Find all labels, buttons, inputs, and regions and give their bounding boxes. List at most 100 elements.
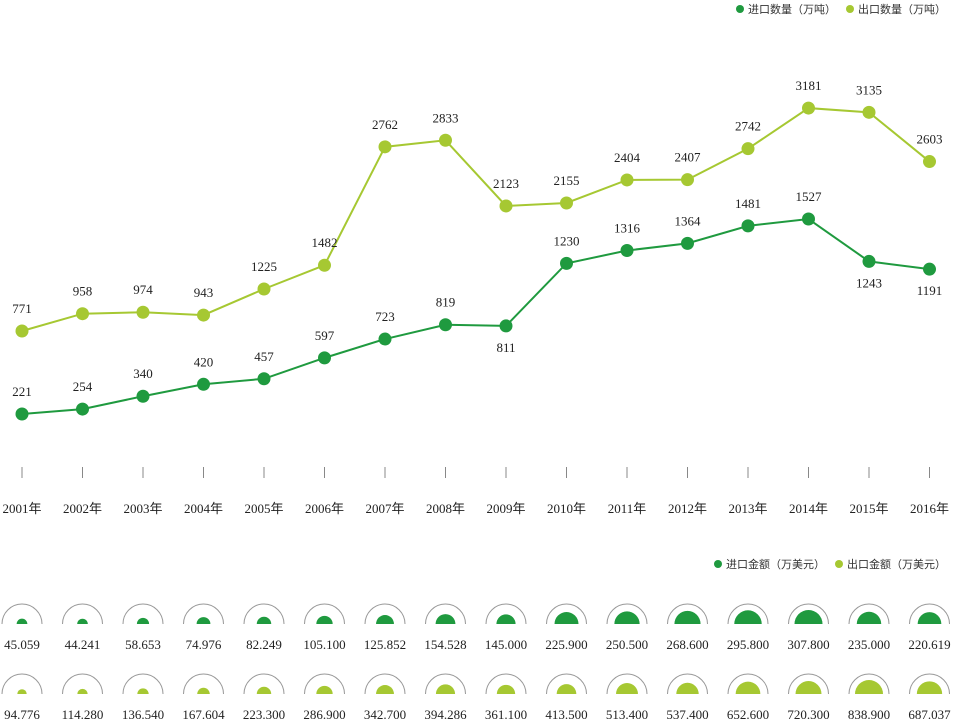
export-data-label: 958: [73, 284, 93, 299]
x-tick-label: 2007年: [365, 501, 404, 516]
export-value-semicircle: [855, 680, 883, 694]
export-value-semicircle: [197, 687, 210, 694]
export-point: [318, 258, 331, 272]
import-point: [197, 377, 210, 391]
x-tick-label: 2011年: [608, 501, 647, 516]
import-data-label: 811: [496, 340, 515, 355]
export-data-label: 2404: [614, 150, 641, 165]
export-data-label: 2407: [675, 150, 702, 165]
import-value-semicircle: [256, 616, 272, 624]
export-point: [15, 324, 29, 338]
export-point: [499, 199, 513, 213]
export-value-label: 223.300: [243, 707, 285, 720]
import-value-semicircle: [376, 615, 394, 624]
import-value-semicircle: [614, 611, 640, 624]
export-value-label: 720.300: [787, 707, 829, 720]
export-value-label: 838.900: [848, 707, 890, 720]
import-value-arc: [606, 603, 648, 625]
export-data-label: 2762: [372, 117, 398, 132]
export-value-arc: [304, 673, 345, 695]
export-value-semicircle: [616, 683, 638, 694]
import-value-semicircle: [196, 617, 211, 624]
import-value-arc: [243, 603, 285, 625]
export-value-arc: [183, 673, 224, 695]
import-point: [862, 254, 876, 268]
import-data-label: 1481: [735, 196, 761, 211]
export-point: [136, 305, 150, 319]
export-data-label: 1225: [251, 259, 277, 274]
import-value-semicircle: [77, 618, 88, 624]
x-tick-label: 2009年: [486, 501, 525, 516]
import-data-label: 1316: [614, 221, 641, 236]
legend-import-value-label: 进口金额（万美元）: [726, 559, 825, 571]
export-value-arc: [485, 673, 527, 695]
export-value-label: 136.540: [122, 707, 164, 720]
export-value-arc: [667, 673, 708, 695]
export-value-arc: [909, 673, 950, 695]
import-value-label: 295.800: [727, 637, 769, 652]
export-data-label: 2603: [917, 132, 943, 147]
import-data-label: 723: [375, 309, 395, 324]
import-point: [681, 236, 694, 250]
export-value-arc: [62, 673, 103, 695]
import-value-label: 225.900: [545, 637, 587, 652]
x-tick-label: 2005年: [244, 501, 283, 516]
import-value-arc: [909, 603, 950, 625]
import-value-semicircle: [136, 617, 150, 624]
export-value-label: 537.400: [666, 707, 708, 720]
legend-export-value-swatch: [835, 560, 843, 568]
export-data-label: 2123: [493, 176, 519, 191]
import-value-arc: [122, 603, 164, 625]
export-value-arc: [848, 673, 890, 695]
export-value-label: 394.286: [424, 707, 467, 720]
export-data-label: 771: [12, 301, 32, 316]
import-value-semicircle: [856, 611, 882, 624]
import-value-arc: [788, 603, 829, 625]
export-point: [620, 173, 634, 187]
import-data-label: 457: [254, 349, 274, 364]
import-point: [741, 219, 755, 233]
export-data-label: 974: [133, 282, 153, 297]
export-value-semicircle: [735, 681, 761, 694]
import-value-arc: [485, 603, 527, 625]
legend-bottom: 进口金额（万美元） 出口金额（万美元）: [714, 556, 946, 572]
x-tick-label: 2016年: [910, 501, 949, 516]
export-value-arc: [364, 673, 406, 695]
import-data-label: 1191: [917, 283, 943, 298]
export-value-semicircle: [916, 681, 943, 694]
import-data-label: 597: [315, 328, 335, 343]
x-tick-label: 2015年: [849, 501, 888, 516]
import-value-semicircle: [316, 615, 333, 624]
import-value-semicircle: [554, 612, 579, 624]
import-series-line: [21, 217, 930, 415]
export-value-arc: [727, 673, 769, 695]
x-tick-label: 2008年: [426, 501, 465, 516]
export-value-arc: [122, 673, 164, 695]
export-point: [378, 140, 392, 154]
import-value-label: 154.528: [424, 637, 466, 652]
import-value-label: 307.800: [787, 637, 829, 652]
export-value-label: 342.700: [364, 707, 406, 720]
import-point: [620, 244, 634, 258]
export-value-semicircle: [795, 681, 822, 694]
import-data-label: 420: [194, 354, 214, 369]
import-point: [439, 318, 452, 332]
export-value-arc: [606, 673, 648, 695]
x-tick-label: 2010年: [547, 501, 586, 516]
legend-import-value-swatch: [714, 560, 722, 568]
import-point: [560, 256, 573, 270]
legend-export-value-label: 出口金额（万美元）: [847, 559, 946, 571]
legend-export-swatch: [846, 5, 854, 13]
export-value-semicircle: [17, 689, 27, 694]
legend-export-label: 出口数量（万吨）: [858, 4, 946, 16]
import-value-semicircle: [496, 614, 516, 624]
import-value-label: 220.619: [908, 637, 950, 652]
export-data-label: 3135: [856, 82, 882, 97]
import-point: [378, 332, 392, 346]
export-point: [257, 282, 271, 296]
export-value-semicircle: [435, 684, 456, 694]
import-value-semicircle: [674, 610, 701, 624]
export-value-semicircle: [496, 684, 516, 694]
import-value-label: 58.653: [125, 637, 161, 652]
